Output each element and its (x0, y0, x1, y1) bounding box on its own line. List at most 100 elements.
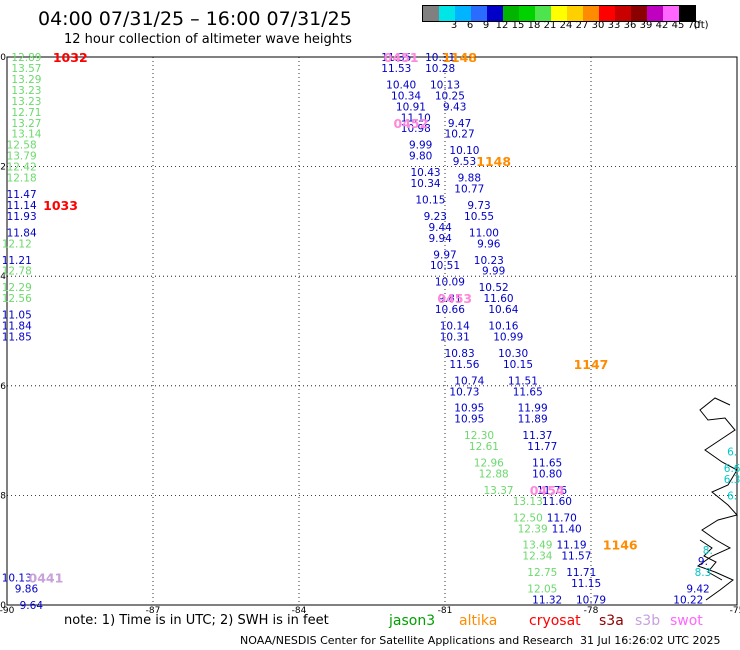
swh-value: 9.73 (467, 200, 490, 212)
swh-value: 13.37 (484, 485, 514, 497)
pass-time-label: 0441 (29, 571, 64, 586)
x-tick-label: -81 (438, 606, 453, 616)
swh-value: 10.55 (464, 211, 494, 223)
swh-value: 12.61 (469, 441, 499, 453)
legend-tick-label: 70 (687, 20, 701, 31)
pass-time-label: 1146 (603, 538, 638, 553)
swh-value: 6. (727, 490, 737, 502)
legend-swatch (487, 6, 503, 21)
swh-value: 10.80 (532, 468, 562, 480)
swh-value: 10.27 (445, 129, 475, 141)
swh-value: 10.10 (449, 145, 479, 157)
swh-value: 10.83 (445, 348, 475, 360)
legend-swatch (535, 6, 551, 21)
swh-value: 11.37 (522, 430, 552, 442)
swh-value: 12.05 (527, 584, 557, 596)
swh-value: 10.40 (386, 79, 416, 91)
swh-value: 11.89 (518, 414, 548, 426)
chart-subtitle: 12 hour collection of altimeter wave hei… (64, 32, 352, 47)
swh-value: 9.44 (428, 222, 452, 234)
x-tick-label: -78 (584, 606, 599, 616)
swh-value: 10.15 (503, 359, 533, 371)
swh-value: 13.27 (11, 118, 41, 130)
y-tick-label: -50 (0, 601, 6, 611)
swh-value: 9.80 (409, 151, 432, 163)
swh-value: 11.65 (513, 386, 543, 398)
chart-title: 04:00 07/31/25 – 16:00 07/31/25 (38, 8, 352, 30)
x-tick-label: -90 (0, 606, 15, 616)
pass-time-label: 0452 (394, 116, 429, 131)
legend-satellite-jason3: jason3 (389, 613, 436, 629)
legend-tick-label: 6 (466, 20, 474, 31)
swh-value: 12.18 (7, 173, 37, 185)
legend-swatch (599, 6, 615, 21)
swh-value: 12.78 (2, 266, 32, 278)
y-tick-label: -48 (0, 491, 6, 501)
swh-value: 11.56 (449, 359, 479, 371)
swh-value: 13.79 (7, 151, 37, 163)
swh-value: 11.14 (7, 200, 37, 212)
swh-value: 12.29 (2, 282, 32, 294)
swh-value: 9.97 (433, 249, 456, 261)
swh-value: 11.71 (566, 567, 596, 579)
swh-value: 10.74 (454, 375, 484, 387)
legend-swatch (631, 6, 647, 21)
pass-time-label: 0453 (437, 291, 472, 306)
pass-time-label: 0454 (530, 483, 565, 498)
x-tick-label: -87 (146, 606, 161, 616)
swh-value: 10.99 (493, 331, 523, 343)
legend-satellite-cryosat: cryosat (529, 613, 581, 629)
pass-time-label: 1033 (43, 198, 78, 213)
pass-time-label: 1032 (53, 50, 88, 65)
legend-satellite-swot: swot (670, 613, 703, 629)
legend-swatch (471, 6, 487, 21)
swh-value: 12.71 (11, 107, 41, 119)
legend-swatch (583, 6, 599, 21)
swh-value: 9.94 (428, 233, 452, 245)
swh-value: 10.09 (435, 277, 465, 289)
swh-value: 10.15 (415, 194, 445, 206)
x-tick-label: -75 (730, 606, 740, 616)
swh-value: 11.21 (2, 255, 32, 267)
swh-value: 11.60 (542, 496, 572, 508)
legend-swatch (663, 6, 679, 21)
legend-tick-label: 24 (559, 20, 573, 31)
swh-value: 10.64 (488, 304, 518, 316)
swh-value: 11.65 (532, 458, 562, 470)
swh-value: 10.52 (479, 282, 509, 294)
swh-value: 9.96 (477, 238, 501, 250)
swh-value: 10.43 (411, 167, 441, 179)
swh-value: 9.43 (443, 101, 466, 113)
legend-swatch (423, 6, 439, 21)
swh-value: 9.42 (686, 584, 709, 596)
swh-value: 11.10 (401, 112, 431, 124)
legend-swatch (439, 6, 455, 21)
legend-satellite-s3b: s3b (635, 613, 661, 629)
swh-value: 13.57 (11, 63, 41, 75)
swh-value: 13.49 (522, 540, 552, 552)
swh-value: 10.13 (2, 573, 32, 585)
swh-value: 12.34 (522, 551, 552, 563)
pass-time-label: 1148 (442, 50, 477, 65)
swh-value: 12.30 (464, 430, 494, 442)
swh-value: 10.95 (454, 414, 484, 426)
swh-value: 11.15 (571, 578, 601, 590)
legend-tick-label: 12 (495, 20, 509, 31)
swh-value: 12.50 (513, 512, 543, 524)
legend-swatch (455, 6, 471, 21)
credit-text: NOAA/NESDIS Center for Satellite Applica… (240, 634, 574, 647)
swh-value: 8.3 (695, 567, 712, 579)
pass-time-label: 1148 (476, 154, 511, 169)
swh-value: 10.91 (396, 101, 426, 113)
swh-value: 10.51 (430, 260, 460, 272)
swh-value: 12.42 (7, 162, 37, 174)
swh-value: 9.99 (409, 140, 432, 152)
legend-swatch (551, 6, 567, 21)
swh-value: 10.66 (435, 304, 465, 316)
swh-value: 12.56 (2, 293, 32, 305)
swh-value: 11.35 (381, 52, 411, 64)
swh-value: 8. (703, 545, 713, 557)
swh-value: 10.95 (454, 403, 484, 415)
legend-tick-label: 21 (543, 20, 557, 31)
swh-value: 9.47 (448, 118, 471, 130)
